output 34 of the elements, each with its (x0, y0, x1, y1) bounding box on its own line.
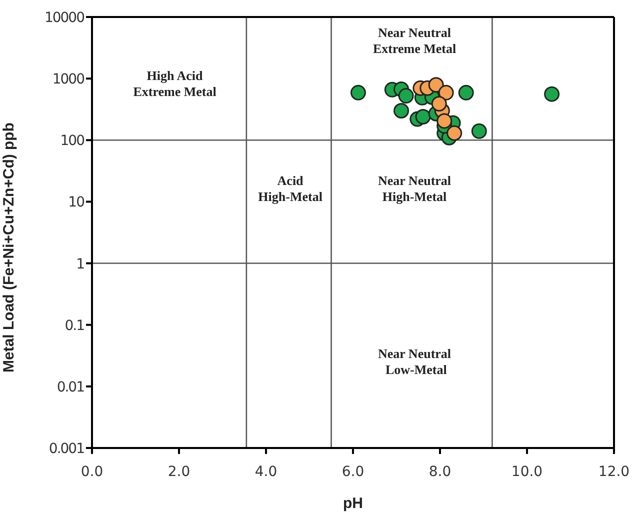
y-tick-label: 1 (76, 256, 84, 272)
point (415, 108, 431, 124)
point (436, 113, 452, 129)
point (544, 86, 560, 102)
y-tick-label: 1000 (52, 72, 84, 88)
point (350, 84, 366, 100)
x-tick-label: 12.0 (598, 464, 630, 480)
x-tick-label: 2.0 (168, 464, 190, 480)
annotation: Acid High-Metal (258, 172, 322, 205)
annotation: Near Neutral Extreme Metal (372, 24, 456, 57)
y-tick-label: 10000 (44, 10, 84, 26)
point (446, 125, 462, 141)
annotation: High Acid Extreme Metal (133, 68, 216, 100)
annotation: Near Neutral Low-Metal (378, 346, 452, 378)
point (394, 103, 410, 119)
point (438, 84, 454, 100)
x-axis-title: pH (343, 495, 363, 512)
x-tick-label: 4.0 (254, 464, 278, 480)
y-tick-label: 0.001 (48, 440, 84, 457)
x-tick-label: 10.0 (511, 464, 543, 480)
y-tick-label: 0.1 (64, 318, 84, 334)
y-tick-label: 10 (68, 194, 84, 211)
x-tick-label: 0.0 (80, 464, 104, 480)
point (428, 77, 444, 93)
y-axis-title: Metal Load (Fe+Ni+Cu+Zn+Cd) ppb (0, 122, 18, 372)
point (398, 88, 414, 104)
y-tick-label: 0.01 (56, 379, 84, 396)
point (471, 123, 487, 139)
point (458, 84, 474, 100)
x-tick-label: 6.0 (342, 464, 364, 480)
annotation: Near Neutral High-Metal (378, 172, 452, 205)
x-tick-label: 8.0 (428, 464, 452, 480)
y-tick-label: 100 (60, 133, 84, 150)
point (431, 96, 447, 112)
